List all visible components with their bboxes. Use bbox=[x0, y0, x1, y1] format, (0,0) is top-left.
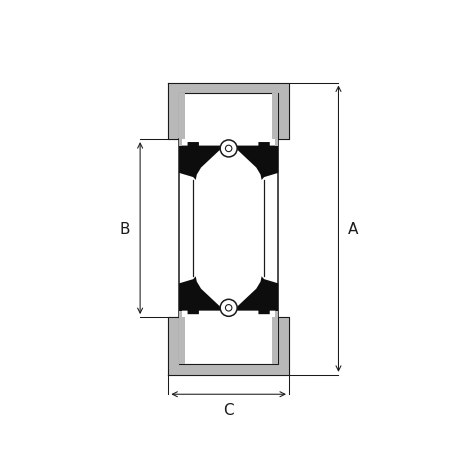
Polygon shape bbox=[271, 94, 278, 146]
Polygon shape bbox=[168, 84, 179, 140]
Polygon shape bbox=[168, 317, 288, 375]
Polygon shape bbox=[168, 84, 288, 94]
Polygon shape bbox=[168, 84, 288, 140]
Polygon shape bbox=[232, 277, 278, 317]
Polygon shape bbox=[179, 277, 224, 317]
Circle shape bbox=[220, 300, 237, 317]
Circle shape bbox=[220, 140, 237, 157]
Polygon shape bbox=[168, 317, 179, 375]
Polygon shape bbox=[278, 84, 288, 140]
Polygon shape bbox=[232, 140, 278, 180]
Polygon shape bbox=[179, 94, 185, 146]
Text: C: C bbox=[223, 402, 234, 417]
Polygon shape bbox=[179, 311, 185, 364]
Polygon shape bbox=[179, 140, 224, 180]
Polygon shape bbox=[271, 311, 278, 364]
Text: A: A bbox=[347, 222, 357, 237]
Polygon shape bbox=[168, 364, 288, 375]
Polygon shape bbox=[278, 317, 288, 375]
Text: B: B bbox=[120, 221, 130, 236]
